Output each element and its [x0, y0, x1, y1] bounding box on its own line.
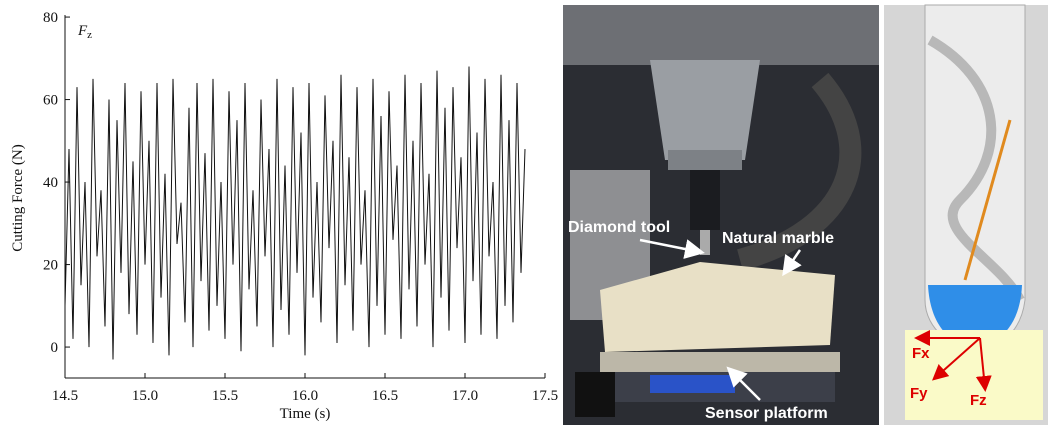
x-tick-label: 15.0 — [132, 388, 158, 404]
x-tick-label: 17.0 — [452, 388, 478, 404]
photo-tool: Fx Fy Fz — [884, 5, 1048, 425]
x-tick-label: 15.5 — [212, 388, 238, 404]
x-tick-label: 16.5 — [372, 388, 398, 404]
y-tick-label: 60 — [43, 93, 58, 109]
y-tick-label: 80 — [43, 10, 58, 26]
annotation-sub: z — [87, 29, 92, 41]
y-tick-label: 0 — [51, 340, 59, 356]
x-axis-label: Time (s) — [280, 406, 331, 422]
photo-label: Sensor platform — [705, 405, 828, 422]
photo-label: Diamond tool — [568, 219, 670, 236]
photo-setup: Diamond tool Natural marble Sensor platf… — [563, 5, 879, 425]
annotation: Fz — [77, 23, 92, 41]
force-label: Fx — [912, 345, 930, 362]
x-tick-label: 14.5 — [52, 388, 78, 404]
y-tick-label: 40 — [43, 175, 58, 191]
force-label: Fy — [910, 385, 928, 402]
photo-label: Natural marble — [722, 230, 834, 247]
figure: Fz Time (s) Cutting Force (N) Diamond to… — [0, 0, 1051, 428]
y-tick-label: 20 — [43, 258, 58, 274]
y-axis-label: Cutting Force (N) — [10, 144, 26, 251]
page: Fz Time (s) Cutting Force (N) Diamond to… — [0, 0, 1051, 428]
x-tick-label: 17.5 — [532, 388, 558, 404]
force-label: Fz — [970, 392, 987, 409]
x-tick-label: 16.0 — [292, 388, 318, 404]
signal-line — [65, 67, 525, 360]
